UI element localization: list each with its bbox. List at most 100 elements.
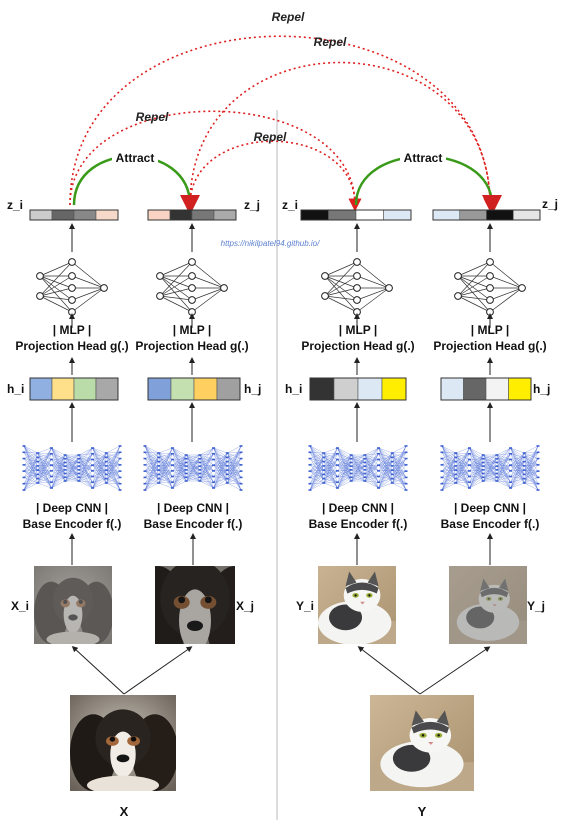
mlp-edge	[159, 261, 193, 277]
cnn-unit	[49, 458, 53, 461]
cnn-unit	[404, 476, 408, 479]
cnn-edge	[309, 452, 324, 472]
cnn-edge	[392, 478, 407, 484]
cnn-unit	[322, 477, 326, 480]
cnn-unit	[481, 480, 485, 482]
cnn-edge	[469, 464, 484, 471]
cnn-edge	[483, 462, 497, 482]
cnn-unit	[390, 460, 394, 463]
cnn-unit	[184, 480, 188, 482]
cnn-unit	[390, 469, 394, 471]
cnn-edge	[378, 452, 393, 489]
mlp-edge	[39, 275, 73, 313]
cnn-unit	[440, 470, 444, 472]
cnn-edge	[378, 461, 393, 489]
cnn-edge	[441, 482, 456, 491]
cnn-edge	[144, 452, 159, 454]
cnn-unit	[322, 460, 326, 463]
cnn-unit	[509, 458, 513, 461]
cnn-unit	[198, 480, 202, 482]
cnn-edge	[323, 464, 338, 471]
mlp-node	[321, 292, 329, 300]
cnn-edge	[51, 477, 66, 483]
cnn-unit	[198, 476, 202, 479]
cnn-edge	[351, 469, 365, 482]
image-y-i	[318, 566, 396, 644]
cnn-edge	[158, 447, 173, 484]
cnn-unit	[143, 445, 147, 447]
cnn-edge	[199, 477, 214, 489]
cnn-edge	[392, 445, 407, 484]
cnn-unit	[440, 457, 444, 460]
cnn-edge	[172, 447, 187, 459]
cnn-unit	[49, 464, 53, 466]
cnn-unit	[36, 482, 40, 484]
z-y-j-frame	[432, 209, 541, 221]
h-y-j-frame	[440, 377, 532, 401]
cnn-edge	[92, 452, 107, 483]
z-y-j-cell	[432, 209, 461, 221]
cnn-edge	[378, 476, 393, 479]
cnn-edge	[51, 469, 66, 489]
cnn-unit	[184, 461, 188, 464]
cnn-edge	[106, 445, 121, 475]
cnn-unit	[170, 447, 174, 449]
cnn-edge	[106, 452, 121, 466]
cnn-unit	[36, 469, 40, 471]
cnn-unit	[536, 489, 540, 491]
cnn-edge	[227, 452, 242, 484]
cnn-unit	[239, 489, 243, 491]
z-y-j-cell	[486, 209, 514, 221]
h-vector-x-i	[29, 377, 119, 401]
cnn-edge	[496, 453, 511, 470]
cnn-edge	[378, 452, 393, 471]
z-x-j-cell	[191, 209, 215, 221]
cnn-unit	[349, 454, 353, 456]
h-x-j-cell	[216, 377, 241, 401]
mlp-node	[68, 296, 76, 304]
cnn-unit	[509, 487, 513, 489]
cnn-edge	[364, 459, 379, 482]
cnn-edge	[172, 454, 187, 471]
cnn-edge	[309, 461, 324, 491]
cnn-edge	[524, 445, 539, 471]
mlp-edge	[356, 261, 390, 289]
cnn-unit	[467, 464, 471, 466]
cnn-edge	[496, 462, 511, 472]
cnn-unit	[91, 470, 95, 472]
cnn-edge	[158, 482, 173, 484]
cnn-unit	[212, 452, 216, 455]
z-j-label-left: z_j	[244, 198, 260, 212]
cnn-edge	[510, 470, 525, 483]
h-vector-y-i	[309, 377, 407, 401]
cnn-unit	[404, 489, 408, 491]
cnn-edge	[392, 464, 407, 484]
cnn-edge	[213, 482, 228, 489]
h-y-i-cell	[333, 377, 359, 401]
h-i-label-left: h_i	[7, 382, 24, 396]
cnn-edge	[51, 477, 66, 489]
cnn-edge	[51, 480, 66, 489]
cnn-unit	[390, 456, 394, 459]
cnn-edge	[441, 461, 456, 466]
cnn-edge	[455, 453, 470, 462]
cnn-edge	[106, 452, 121, 458]
cnn-edge	[158, 453, 173, 462]
deep-cnn-label-1: | Deep CNN |	[36, 501, 108, 515]
cnn-edge	[213, 465, 228, 489]
cnn-edge	[213, 470, 228, 483]
cnn-edge	[158, 459, 173, 471]
cnn-edge	[51, 462, 66, 483]
cnn-unit	[118, 489, 122, 491]
mlp-edge	[159, 295, 193, 313]
h-j-label-left: h_j	[244, 382, 261, 396]
cnn-edge	[78, 447, 93, 463]
cnn-edge	[106, 452, 121, 484]
mlp-edge	[457, 287, 491, 297]
cnn-edge	[37, 453, 52, 466]
cnn-edge	[337, 466, 352, 489]
cnn-unit	[118, 445, 122, 447]
cnn-edge	[65, 458, 79, 470]
z-x-j-cell	[169, 209, 193, 221]
mlp-edge	[191, 287, 225, 301]
